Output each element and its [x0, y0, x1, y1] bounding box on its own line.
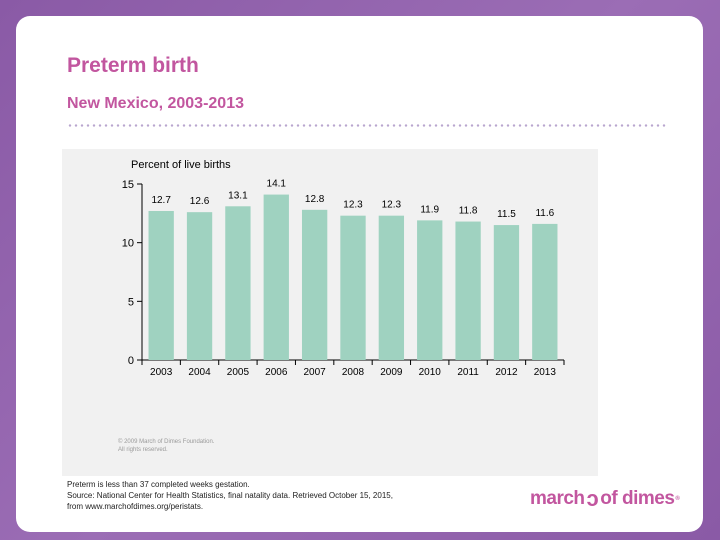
logo-word-of-dimes: of dimes	[600, 488, 675, 509]
x-tick-label-2006: 2006	[265, 367, 288, 378]
data-label-2006: 14.1	[267, 179, 287, 190]
mother-child-icon: ↄ	[586, 486, 599, 511]
data-label-2003: 12.7	[151, 195, 171, 206]
data-label-2011: 11.8	[459, 206, 478, 217]
bar-2008	[340, 215, 366, 360]
data-label-2004: 12.6	[190, 196, 210, 207]
dotted-divider	[67, 124, 667, 127]
bar-2011	[455, 221, 481, 360]
x-tick-label-2010: 2010	[419, 367, 442, 378]
x-tick-label-2008: 2008	[342, 367, 365, 378]
slide-subtitle: New Mexico, 2003-2013	[67, 95, 244, 112]
copyright-notice: © 2009 March of Dimes Foundation. All ri…	[118, 438, 214, 454]
y-tick-label: 0	[128, 355, 134, 367]
preterm-definition: Preterm is less than 37 completed weeks …	[67, 480, 250, 489]
x-tick-label-2005: 2005	[227, 367, 250, 378]
copyright-line-2: All rights reserved.	[118, 447, 168, 453]
x-tick-label-2013: 2013	[534, 367, 557, 378]
data-label-2009: 12.3	[382, 200, 402, 211]
x-tick-label-2003: 2003	[150, 367, 173, 378]
y-tick-label: 15	[122, 179, 134, 191]
slide-title: Preterm birth	[67, 54, 199, 77]
bar-2009	[378, 215, 405, 360]
x-tick-label-2011: 2011	[457, 367, 479, 378]
data-label-2010: 11.9	[420, 204, 439, 215]
bar-2013	[532, 223, 558, 360]
bar-2003	[148, 210, 174, 360]
bar-2007	[301, 209, 328, 360]
bar-2004	[186, 212, 213, 360]
bar-2012	[493, 225, 520, 360]
chart-title: Percent of live births	[131, 159, 231, 171]
bar-chart: Percent of live births 0 5 10 15 12.7 2003 12.6…	[122, 159, 565, 378]
source-line-2: from www.marchofdimes.org/peristats.	[67, 502, 204, 511]
source-line-1: Source: National Center for Health Stati…	[67, 491, 393, 500]
footnote: Preterm is less than 37 completed weeks …	[67, 479, 393, 512]
copyright-line-1: © 2009 March of Dimes Foundation.	[118, 439, 215, 445]
registered-mark: ®	[675, 496, 680, 502]
data-label-2012: 11.5	[497, 209, 516, 220]
logo-word-march: march	[530, 488, 585, 509]
data-label-2007: 12.8	[305, 194, 325, 205]
bar-2010	[417, 220, 443, 360]
bar-2006	[263, 194, 289, 360]
bar-2005	[225, 206, 251, 360]
y-tick-label: 10	[122, 238, 134, 250]
data-label-2005: 13.1	[228, 190, 248, 201]
x-tick-label-2007: 2007	[304, 367, 327, 378]
march-of-dimes-logo: march ↄ of dimes ®	[530, 484, 680, 514]
y-tick-label: 5	[128, 296, 134, 308]
data-label-2013: 11.6	[535, 208, 554, 219]
x-tick-label-2004: 2004	[188, 367, 211, 378]
x-tick-label-2009: 2009	[380, 367, 403, 378]
data-label-2008: 12.3	[343, 200, 363, 211]
x-tick-label-2012: 2012	[495, 367, 518, 378]
slide-card: Preterm birth New Mexico, 2003-2013 Perc…	[16, 16, 703, 532]
